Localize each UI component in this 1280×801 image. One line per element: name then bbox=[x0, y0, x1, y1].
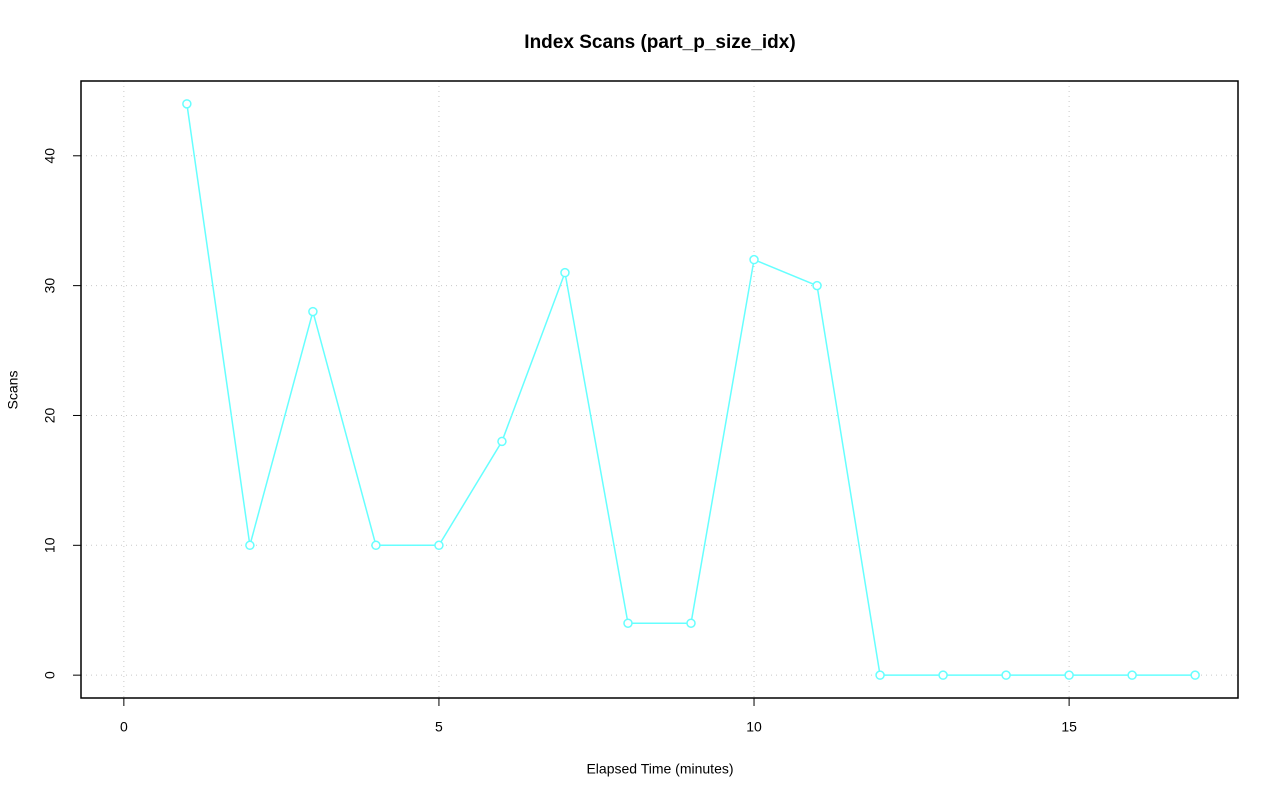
y-tick-label: 40 bbox=[42, 148, 58, 164]
y-axis-label: Scans bbox=[5, 371, 21, 410]
point bbox=[749, 254, 759, 265]
y-tick-label: 20 bbox=[42, 407, 58, 423]
point bbox=[308, 306, 318, 317]
x-tick-label: 0 bbox=[120, 719, 128, 735]
x-axis-label: Elapsed Time (minutes) bbox=[586, 761, 733, 777]
point bbox=[938, 670, 948, 680]
point bbox=[182, 99, 192, 109]
point bbox=[623, 618, 633, 628]
point bbox=[812, 280, 822, 291]
series-line bbox=[186, 103, 1196, 676]
x-tick-label: 10 bbox=[746, 719, 762, 735]
point bbox=[1127, 670, 1137, 680]
point bbox=[875, 670, 885, 680]
point bbox=[371, 540, 381, 551]
point bbox=[560, 267, 570, 278]
point bbox=[497, 436, 507, 447]
point bbox=[1064, 670, 1074, 680]
y-tick-label: 30 bbox=[42, 278, 58, 294]
point bbox=[1190, 670, 1200, 680]
x-tick-label: 5 bbox=[435, 719, 443, 735]
point bbox=[434, 540, 444, 551]
point bbox=[1001, 670, 1011, 680]
y-tick-label: 10 bbox=[42, 537, 58, 553]
point bbox=[245, 540, 255, 551]
y-tick-label: 0 bbox=[42, 671, 58, 679]
plot-frame bbox=[80, 80, 1239, 699]
x-tick-label: 15 bbox=[1061, 719, 1077, 735]
point bbox=[686, 618, 696, 628]
chart-title: Index Scans (part_p_size_idx) bbox=[524, 32, 795, 53]
